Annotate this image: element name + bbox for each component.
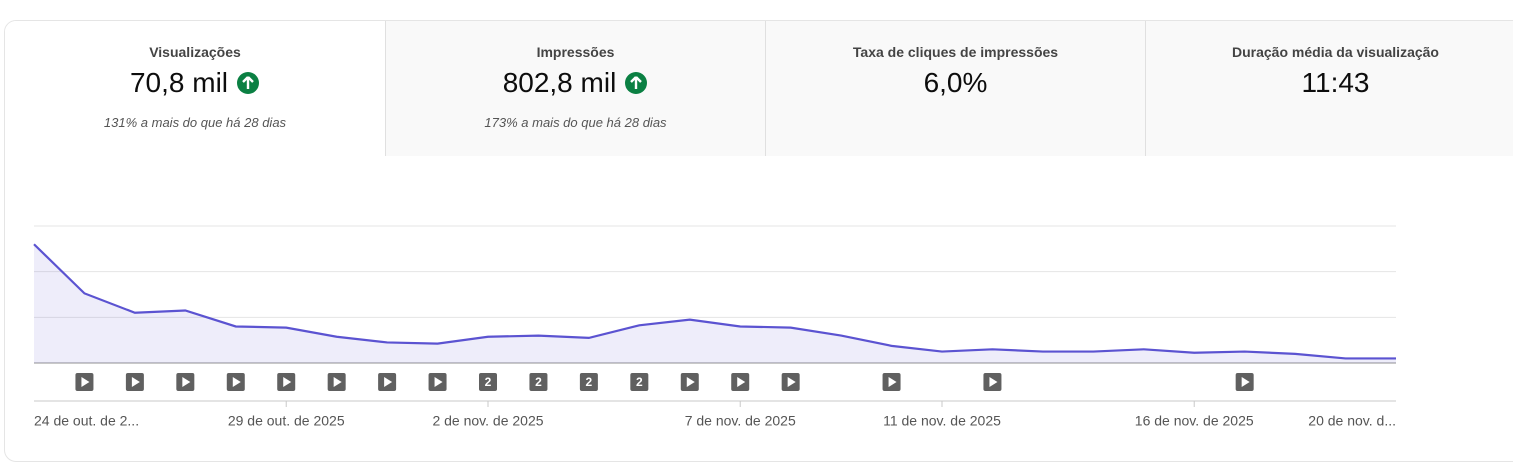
video-marker[interactable] xyxy=(983,373,1002,391)
metric-value-row: 11:43 xyxy=(1146,66,1513,100)
video-marker[interactable] xyxy=(680,373,699,391)
play-icon xyxy=(283,377,292,387)
metric-title: Duração média da visualização xyxy=(1232,44,1439,60)
video-count: 2 xyxy=(485,375,492,389)
play-icon xyxy=(686,377,695,387)
video-marker[interactable]: 2 xyxy=(579,373,598,391)
metric-card[interactable]: Taxa de cliques de impressões 6,0% xyxy=(765,21,1145,156)
chart: 04,0 mil8,0 mil12,0 mil222224 de out. de… xyxy=(33,225,1396,429)
metric-title: Visualizações xyxy=(149,44,241,60)
marker-box xyxy=(479,373,497,391)
play-icon xyxy=(888,377,897,387)
video-count: 2 xyxy=(586,375,593,389)
video-marker[interactable]: 2 xyxy=(529,373,548,391)
metric-card[interactable]: Impressões 802,8 mil 173% a mais do que há… xyxy=(385,21,765,156)
area-fill xyxy=(34,244,1396,363)
video-marker[interactable] xyxy=(781,373,800,391)
play-icon xyxy=(384,377,393,387)
play-icon xyxy=(1241,377,1250,387)
icon-arrow xyxy=(242,76,254,89)
metric-change: 173% a mais do que há 28 dias xyxy=(484,115,667,130)
icon-arrow xyxy=(630,76,643,89)
metric-value: 70,8 mil xyxy=(129,67,229,98)
metric-value-row: 802,8 mil xyxy=(386,66,765,100)
video-marker[interactable] xyxy=(75,373,94,391)
video-marker[interactable] xyxy=(327,373,346,391)
metric-title: Taxa de cliques de impressões xyxy=(852,44,1059,60)
metric-title: Impressões xyxy=(536,44,615,60)
trend-up-icon xyxy=(625,72,648,94)
play-icon xyxy=(232,377,241,387)
play-icon xyxy=(131,377,140,387)
play-icon xyxy=(182,377,191,387)
video-marker[interactable]: 2 xyxy=(630,373,649,391)
marker-box xyxy=(630,373,649,391)
video-marker[interactable] xyxy=(731,373,750,391)
analytics-panel: Visualizações 70,8 mil 131% a mais do que … xyxy=(4,20,1513,462)
video-marker[interactable] xyxy=(277,373,296,391)
metric-value-row: 70,8 mil xyxy=(5,66,385,100)
video-marker[interactable] xyxy=(378,373,397,391)
play-icon xyxy=(787,377,796,387)
marker-box xyxy=(579,373,598,391)
metric-value: 802,8 mil xyxy=(502,67,617,98)
play-icon xyxy=(989,377,998,387)
metric-cards: Visualizações 70,8 mil 131% a mais do que … xyxy=(5,21,1513,156)
data-line xyxy=(33,243,1396,360)
x-tick-label: 24 de out. de 2... xyxy=(34,413,139,429)
trend-up-icon xyxy=(237,72,260,94)
x-tick-label: 11 de nov. de 2025 xyxy=(883,413,1001,429)
marker-box xyxy=(529,373,548,391)
video-marker[interactable]: 2 xyxy=(479,373,497,391)
metric-value: 6,0% xyxy=(923,67,988,98)
video-count: 2 xyxy=(535,375,542,389)
video-marker[interactable] xyxy=(226,373,245,391)
video-marker[interactable] xyxy=(1235,373,1254,391)
metric-value-row: 6,0% xyxy=(766,66,1145,100)
play-icon xyxy=(737,377,746,387)
metric-value: 11:43 xyxy=(1301,67,1370,98)
x-tick-label: 7 de nov. de 2025 xyxy=(685,413,796,429)
x-tick-label: 2 de nov. de 2025 xyxy=(432,413,543,429)
metric-change: 131% a mais do que há 28 dias xyxy=(103,115,287,130)
play-icon xyxy=(434,377,443,387)
metric-card[interactable]: Duração média da visualização 11:43 xyxy=(1145,21,1513,156)
video-marker[interactable] xyxy=(882,373,901,391)
video-marker[interactable] xyxy=(125,373,144,391)
metric-card[interactable]: Visualizações 70,8 mil 131% a mais do que … xyxy=(5,21,385,156)
x-tick-label: 16 de nov. de 2025 xyxy=(1135,413,1254,429)
page: Visualizações 70,8 mil 131% a mais do que … xyxy=(4,20,1513,462)
video-count: 2 xyxy=(636,375,643,389)
video-marker[interactable] xyxy=(176,373,195,391)
play-icon xyxy=(81,377,90,387)
x-tick-label: 29 de out. de 2025 xyxy=(228,413,345,429)
play-icon xyxy=(333,377,342,387)
video-marker[interactable] xyxy=(428,373,447,391)
x-tick-label: 20 de nov. d... xyxy=(1308,413,1396,429)
